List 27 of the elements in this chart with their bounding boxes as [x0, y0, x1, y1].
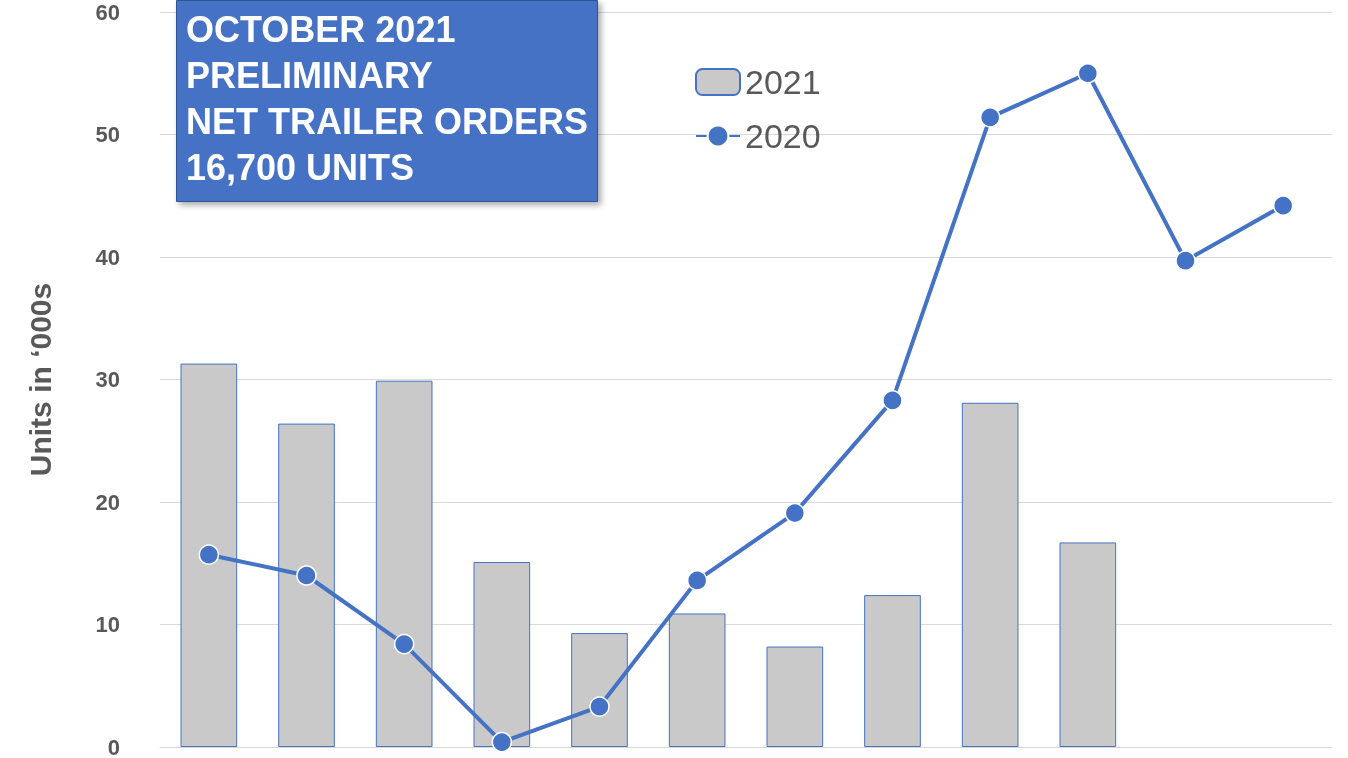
point — [589, 696, 610, 717]
bar — [961, 402, 1019, 747]
point — [296, 565, 317, 586]
point — [686, 570, 708, 591]
point — [1272, 195, 1294, 216]
y-tick-label: 50 — [95, 122, 120, 147]
point — [393, 633, 415, 655]
bar — [864, 595, 921, 747]
y-tick-label: 60 — [95, 0, 120, 25]
y-tick-label: 40 — [95, 244, 120, 270]
point — [882, 390, 903, 411]
bar — [766, 646, 824, 747]
text: OCTOBER 2021 PRELIMINARY NET TRAILER ORDERS 16,700 UNITS — [186, 8, 589, 188]
legend-label: 2021 — [745, 63, 821, 101]
point — [784, 502, 806, 524]
point — [1175, 250, 1196, 271]
y-tick-label: 0 — [107, 734, 120, 758]
y-axis-title: Units in ‘000s — [23, 282, 57, 477]
point — [1077, 63, 1099, 84]
legend-label: 2020 — [745, 117, 821, 155]
bar — [1059, 542, 1117, 747]
y-tick-label: 10 — [95, 612, 120, 637]
y-tick-label: 30 — [95, 367, 120, 392]
point — [198, 544, 220, 565]
point — [491, 731, 513, 753]
y-tick-label: 20 — [95, 489, 120, 515]
point — [979, 107, 1001, 128]
